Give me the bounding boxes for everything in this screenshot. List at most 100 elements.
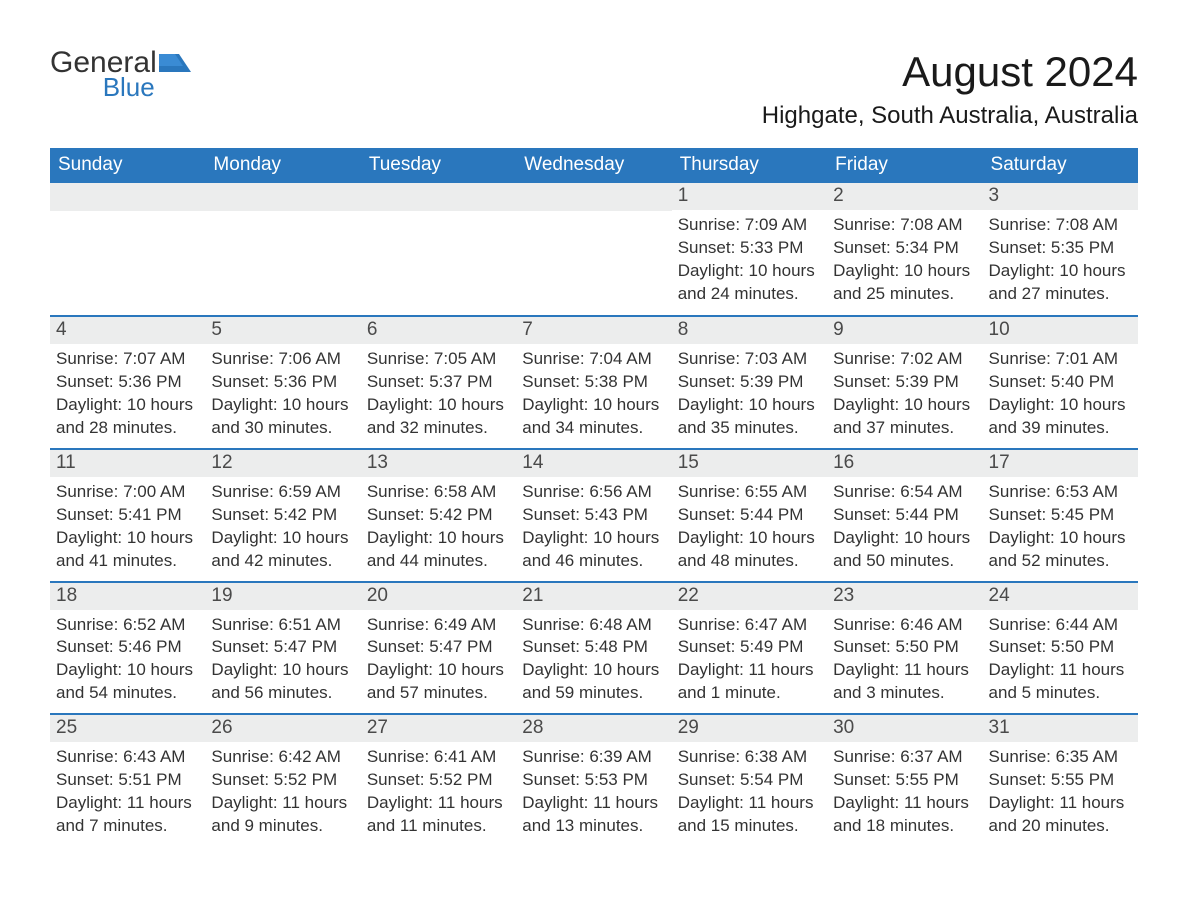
sunrise-line: Sunrise: 6:37 AM	[833, 746, 976, 769]
sunset-line: Sunset: 5:36 PM	[56, 371, 199, 394]
sunrise-line: Sunrise: 7:02 AM	[833, 348, 976, 371]
daylight-line: Daylight: 10 hours and 32 minutes.	[367, 394, 510, 440]
sunset-line: Sunset: 5:41 PM	[56, 504, 199, 527]
day-header-wednesday: Wednesday	[516, 148, 671, 183]
daylight-line: Daylight: 11 hours and 5 minutes.	[989, 659, 1132, 705]
day-details: Sunrise: 6:47 AMSunset: 5:49 PMDaylight:…	[672, 610, 827, 714]
date-number: 21	[516, 583, 671, 610]
sunrise-line: Sunrise: 7:07 AM	[56, 348, 199, 371]
day-details: Sunrise: 6:49 AMSunset: 5:47 PMDaylight:…	[361, 610, 516, 714]
sunrise-line: Sunrise: 6:35 AM	[989, 746, 1132, 769]
header: General Blue August 2024 Highgate, South…	[50, 48, 1138, 130]
day-details: Sunrise: 6:38 AMSunset: 5:54 PMDaylight:…	[672, 742, 827, 846]
daylight-line: Daylight: 10 hours and 39 minutes.	[989, 394, 1132, 440]
sunrise-line: Sunrise: 6:49 AM	[367, 614, 510, 637]
day-cell: 5Sunrise: 7:06 AMSunset: 5:36 PMDaylight…	[205, 317, 360, 448]
daylight-line: Daylight: 11 hours and 1 minute.	[678, 659, 821, 705]
date-number: 24	[983, 583, 1138, 610]
day-details: Sunrise: 6:51 AMSunset: 5:47 PMDaylight:…	[205, 610, 360, 714]
date-number: 14	[516, 450, 671, 477]
day-header-friday: Friday	[827, 148, 982, 183]
date-number: 26	[205, 715, 360, 742]
day-cell: 14Sunrise: 6:56 AMSunset: 5:43 PMDayligh…	[516, 450, 671, 581]
sunset-line: Sunset: 5:47 PM	[211, 636, 354, 659]
day-cell: 22Sunrise: 6:47 AMSunset: 5:49 PMDayligh…	[672, 583, 827, 714]
sunrise-line: Sunrise: 7:09 AM	[678, 214, 821, 237]
sunset-line: Sunset: 5:47 PM	[367, 636, 510, 659]
day-cell: 15Sunrise: 6:55 AMSunset: 5:44 PMDayligh…	[672, 450, 827, 581]
day-cell: 10Sunrise: 7:01 AMSunset: 5:40 PMDayligh…	[983, 317, 1138, 448]
date-number: 9	[827, 317, 982, 344]
date-number: 1	[672, 183, 827, 210]
day-cell: 25Sunrise: 6:43 AMSunset: 5:51 PMDayligh…	[50, 715, 205, 846]
daylight-line: Daylight: 11 hours and 3 minutes.	[833, 659, 976, 705]
sunrise-line: Sunrise: 6:59 AM	[211, 481, 354, 504]
sunrise-line: Sunrise: 6:52 AM	[56, 614, 199, 637]
sunrise-line: Sunrise: 6:55 AM	[678, 481, 821, 504]
day-details: Sunrise: 6:35 AMSunset: 5:55 PMDaylight:…	[983, 742, 1138, 846]
day-details: Sunrise: 6:43 AMSunset: 5:51 PMDaylight:…	[50, 742, 205, 846]
day-details: Sunrise: 7:05 AMSunset: 5:37 PMDaylight:…	[361, 344, 516, 448]
day-details: Sunrise: 7:03 AMSunset: 5:39 PMDaylight:…	[672, 344, 827, 448]
sunset-line: Sunset: 5:45 PM	[989, 504, 1132, 527]
date-number: 22	[672, 583, 827, 610]
day-details: Sunrise: 6:48 AMSunset: 5:48 PMDaylight:…	[516, 610, 671, 714]
daylight-line: Daylight: 10 hours and 42 minutes.	[211, 527, 354, 573]
day-cell: 2Sunrise: 7:08 AMSunset: 5:34 PMDaylight…	[827, 183, 982, 315]
empty-date	[50, 183, 205, 211]
date-number: 30	[827, 715, 982, 742]
sunset-line: Sunset: 5:38 PM	[522, 371, 665, 394]
daylight-line: Daylight: 10 hours and 48 minutes.	[678, 527, 821, 573]
day-details: Sunrise: 6:54 AMSunset: 5:44 PMDaylight:…	[827, 477, 982, 581]
sunrise-line: Sunrise: 7:00 AM	[56, 481, 199, 504]
sunset-line: Sunset: 5:46 PM	[56, 636, 199, 659]
daylight-line: Daylight: 11 hours and 11 minutes.	[367, 792, 510, 838]
sunset-line: Sunset: 5:34 PM	[833, 237, 976, 260]
date-number: 27	[361, 715, 516, 742]
sunrise-line: Sunrise: 7:08 AM	[989, 214, 1132, 237]
daylight-line: Daylight: 10 hours and 34 minutes.	[522, 394, 665, 440]
daylight-line: Daylight: 10 hours and 37 minutes.	[833, 394, 976, 440]
day-cell: 18Sunrise: 6:52 AMSunset: 5:46 PMDayligh…	[50, 583, 205, 714]
daylight-line: Daylight: 10 hours and 35 minutes.	[678, 394, 821, 440]
day-details: Sunrise: 7:01 AMSunset: 5:40 PMDaylight:…	[983, 344, 1138, 448]
sunset-line: Sunset: 5:37 PM	[367, 371, 510, 394]
day-cell: 23Sunrise: 6:46 AMSunset: 5:50 PMDayligh…	[827, 583, 982, 714]
day-cell: 20Sunrise: 6:49 AMSunset: 5:47 PMDayligh…	[361, 583, 516, 714]
sunrise-line: Sunrise: 7:03 AM	[678, 348, 821, 371]
day-cell: 31Sunrise: 6:35 AMSunset: 5:55 PMDayligh…	[983, 715, 1138, 846]
day-cell: 12Sunrise: 6:59 AMSunset: 5:42 PMDayligh…	[205, 450, 360, 581]
sunset-line: Sunset: 5:52 PM	[211, 769, 354, 792]
day-header-saturday: Saturday	[983, 148, 1138, 183]
day-details: Sunrise: 6:53 AMSunset: 5:45 PMDaylight:…	[983, 477, 1138, 581]
day-details: Sunrise: 7:06 AMSunset: 5:36 PMDaylight:…	[205, 344, 360, 448]
date-number: 2	[827, 183, 982, 210]
week-row: 1Sunrise: 7:09 AMSunset: 5:33 PMDaylight…	[50, 183, 1138, 315]
day-cell: 17Sunrise: 6:53 AMSunset: 5:45 PMDayligh…	[983, 450, 1138, 581]
sunset-line: Sunset: 5:42 PM	[367, 504, 510, 527]
day-details: Sunrise: 6:37 AMSunset: 5:55 PMDaylight:…	[827, 742, 982, 846]
day-header-monday: Monday	[205, 148, 360, 183]
date-number: 19	[205, 583, 360, 610]
daylight-line: Daylight: 10 hours and 25 minutes.	[833, 260, 976, 306]
sunset-line: Sunset: 5:55 PM	[833, 769, 976, 792]
daylight-line: Daylight: 11 hours and 7 minutes.	[56, 792, 199, 838]
daylight-line: Daylight: 11 hours and 20 minutes.	[989, 792, 1132, 838]
day-details: Sunrise: 6:52 AMSunset: 5:46 PMDaylight:…	[50, 610, 205, 714]
date-number: 28	[516, 715, 671, 742]
day-details: Sunrise: 6:39 AMSunset: 5:53 PMDaylight:…	[516, 742, 671, 846]
date-number: 18	[50, 583, 205, 610]
sunrise-line: Sunrise: 6:46 AM	[833, 614, 976, 637]
day-cell: 6Sunrise: 7:05 AMSunset: 5:37 PMDaylight…	[361, 317, 516, 448]
daylight-line: Daylight: 10 hours and 41 minutes.	[56, 527, 199, 573]
sunset-line: Sunset: 5:43 PM	[522, 504, 665, 527]
sunset-line: Sunset: 5:51 PM	[56, 769, 199, 792]
sunset-line: Sunset: 5:52 PM	[367, 769, 510, 792]
date-number: 12	[205, 450, 360, 477]
day-cell: 24Sunrise: 6:44 AMSunset: 5:50 PMDayligh…	[983, 583, 1138, 714]
date-number: 20	[361, 583, 516, 610]
day-cell: 9Sunrise: 7:02 AMSunset: 5:39 PMDaylight…	[827, 317, 982, 448]
day-details: Sunrise: 6:55 AMSunset: 5:44 PMDaylight:…	[672, 477, 827, 581]
day-cell: 16Sunrise: 6:54 AMSunset: 5:44 PMDayligh…	[827, 450, 982, 581]
day-details: Sunrise: 6:58 AMSunset: 5:42 PMDaylight:…	[361, 477, 516, 581]
